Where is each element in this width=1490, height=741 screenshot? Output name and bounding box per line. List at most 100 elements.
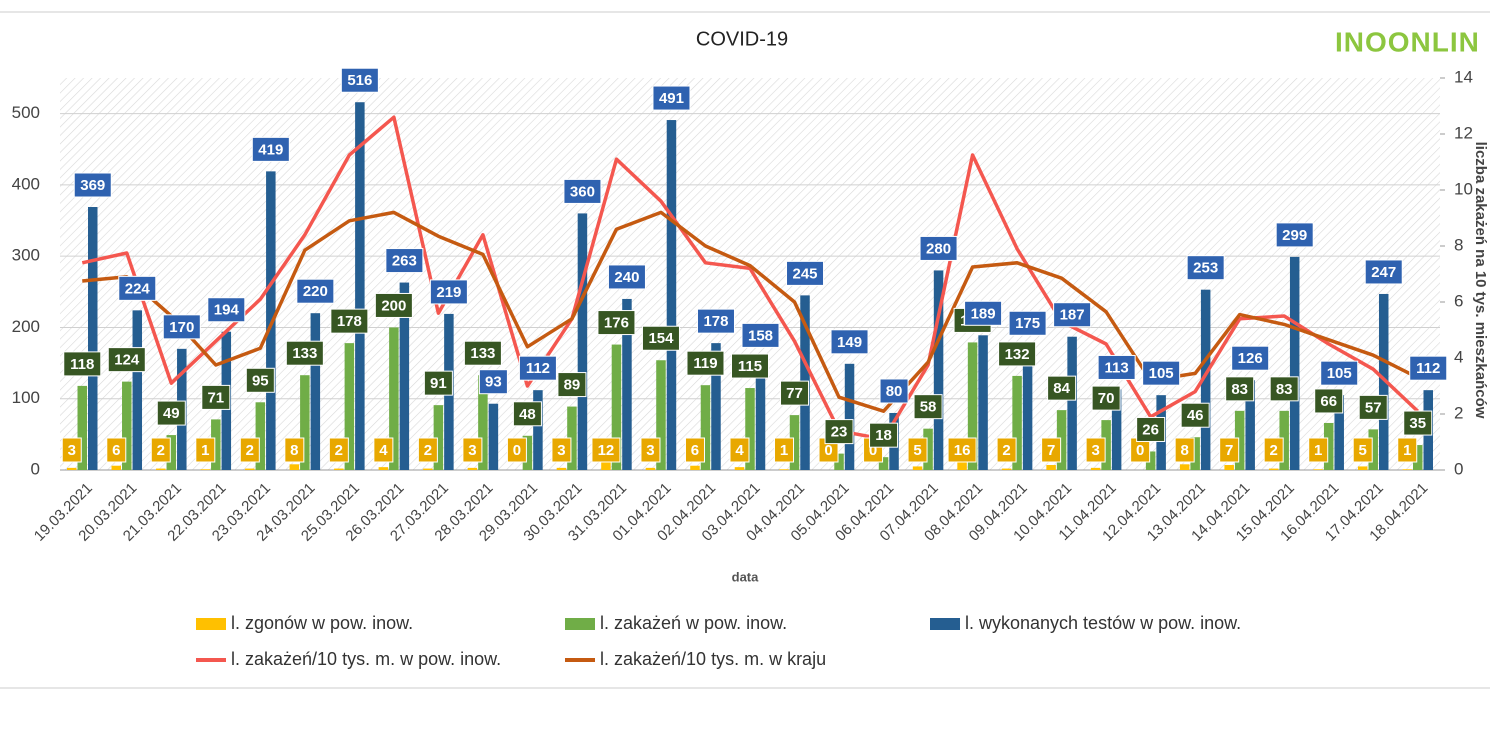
bar — [556, 467, 567, 470]
data-label: 178 — [337, 313, 362, 330]
data-label-box — [869, 422, 899, 448]
data-label: 126 — [1238, 350, 1263, 367]
data-label-box — [150, 437, 171, 463]
data-label: 89 — [564, 377, 581, 394]
bar — [779, 469, 789, 470]
data-label-box — [118, 275, 157, 301]
data-label-box — [106, 437, 127, 463]
data-label-box — [1136, 416, 1166, 442]
data-label-box — [1314, 388, 1344, 414]
data-label: 158 — [748, 327, 773, 344]
bar — [310, 313, 321, 470]
data-label: 220 — [303, 283, 328, 300]
y-tick-label: 100 — [12, 388, 40, 407]
bar — [132, 310, 143, 470]
data-label-box — [156, 400, 186, 426]
data-label-box — [1358, 394, 1388, 420]
data-label: 4 — [735, 442, 744, 459]
bar — [77, 385, 88, 470]
data-label: 178 — [703, 313, 728, 330]
bar — [423, 468, 433, 470]
data-label: 133 — [470, 345, 495, 362]
y-tick-label: 200 — [12, 317, 40, 336]
data-label: 49 — [163, 405, 180, 422]
data-label-box — [774, 437, 795, 463]
data-label: 419 — [258, 141, 283, 158]
bar — [1245, 380, 1255, 470]
data-label-box — [998, 341, 1037, 367]
data-label-box — [729, 437, 750, 463]
bar — [488, 403, 499, 470]
bar — [1001, 468, 1012, 470]
bar — [245, 468, 255, 470]
data-label: 119 — [693, 355, 717, 372]
data-label: 133 — [292, 345, 317, 362]
data-label-box — [684, 437, 705, 463]
data-label-box — [1008, 310, 1047, 336]
bar — [1101, 420, 1111, 470]
legend-label: l. zakażeń/10 tys. m. w kraju — [600, 649, 826, 669]
bar — [88, 207, 98, 470]
data-label: 3 — [1091, 442, 1099, 459]
data-label: 369 — [80, 177, 105, 194]
data-label-box — [63, 351, 102, 377]
data-label-box — [1085, 437, 1106, 463]
data-label: 194 — [214, 302, 240, 319]
data-label: 2 — [335, 442, 343, 459]
bar — [289, 464, 300, 470]
bar — [1056, 410, 1067, 470]
data-label-box — [1263, 437, 1284, 463]
data-label: 95 — [252, 372, 269, 389]
data-label: 176 — [604, 315, 629, 332]
bar — [67, 467, 77, 470]
bar — [122, 381, 132, 470]
data-label-box — [462, 437, 483, 463]
data-label: 3 — [68, 442, 76, 459]
y2-tick-label: 8 — [1454, 235, 1463, 254]
bar — [789, 415, 800, 470]
bar — [433, 405, 444, 470]
bar — [1046, 465, 1056, 470]
data-label: 35 — [1409, 415, 1426, 432]
bar — [611, 344, 622, 470]
bar — [967, 342, 978, 470]
data-label: 187 — [1060, 307, 1085, 324]
y2-axis-title: liczba zakażeń na 10 tys. mieszkańców — [1472, 142, 1489, 419]
data-label-box — [429, 279, 468, 305]
data-label-box — [1180, 402, 1210, 428]
data-label-box — [1053, 302, 1092, 328]
bar — [734, 467, 745, 470]
data-label-box — [1397, 437, 1418, 463]
y2-tick-label: 12 — [1454, 123, 1473, 142]
bar — [1022, 345, 1033, 470]
bar — [334, 468, 344, 470]
bar — [156, 468, 166, 470]
data-label: 8 — [1180, 442, 1188, 459]
data-label-box — [913, 394, 943, 420]
data-label: 26 — [1142, 421, 1159, 438]
bar — [1368, 429, 1378, 470]
data-label: 3 — [646, 442, 654, 459]
bar — [266, 171, 276, 470]
line — [82, 210, 1419, 413]
data-label: 1 — [201, 442, 209, 459]
data-label-box — [1364, 259, 1403, 285]
bar — [522, 435, 533, 470]
bar — [601, 461, 611, 470]
bar — [577, 213, 588, 470]
y-tick-label: 500 — [12, 103, 40, 122]
data-label-box — [1142, 360, 1181, 386]
data-label: 0 — [513, 442, 521, 459]
data-label-box — [463, 340, 502, 366]
data-label: 112 — [1416, 360, 1440, 377]
data-label: 263 — [392, 253, 417, 270]
legend-swatch — [565, 618, 595, 630]
data-label: 360 — [570, 183, 595, 200]
bar — [355, 102, 365, 470]
data-label: 6 — [691, 442, 699, 459]
data-label: 12 — [598, 442, 615, 459]
bar — [211, 419, 221, 470]
bar — [1234, 410, 1245, 470]
bar — [166, 435, 177, 470]
bar — [1279, 410, 1289, 470]
